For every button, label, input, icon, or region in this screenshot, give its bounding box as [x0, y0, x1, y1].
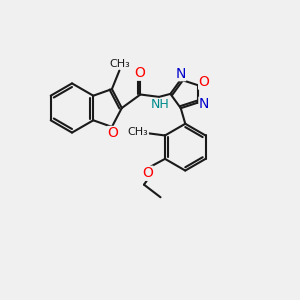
Text: N: N	[199, 97, 209, 111]
Text: O: O	[135, 66, 146, 80]
Text: N: N	[175, 67, 186, 81]
Text: O: O	[108, 127, 118, 140]
Text: O: O	[142, 166, 153, 180]
Text: O: O	[199, 75, 210, 89]
Text: CH₃: CH₃	[110, 59, 130, 69]
Text: CH₃: CH₃	[128, 128, 148, 137]
Text: NH: NH	[151, 98, 170, 112]
